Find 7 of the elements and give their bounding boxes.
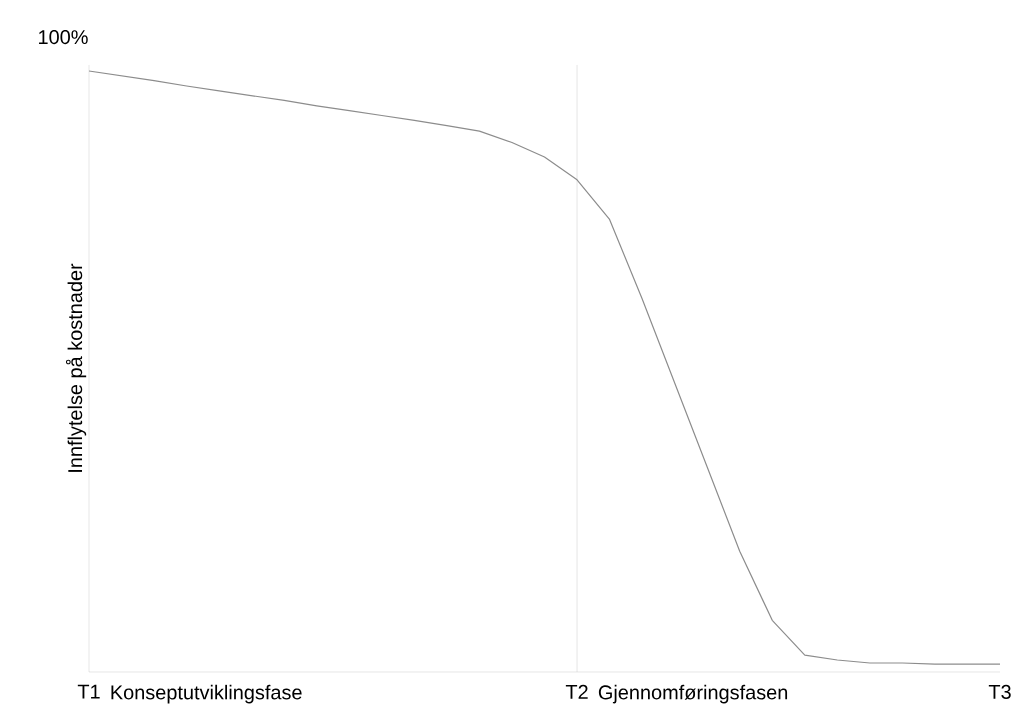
text: Gjennomføringsfasen — [598, 684, 788, 704]
x-tick-label: T2 — [565, 684, 588, 699]
y-axis-title: Innflytelse på kostnader — [65, 263, 87, 472]
text: 100% — [39, 30, 88, 45]
x-tick-label: T3 — [988, 684, 1011, 699]
text: Konseptutviklingsfase — [111, 684, 302, 704]
x-tick-label: T1 — [77, 684, 100, 699]
